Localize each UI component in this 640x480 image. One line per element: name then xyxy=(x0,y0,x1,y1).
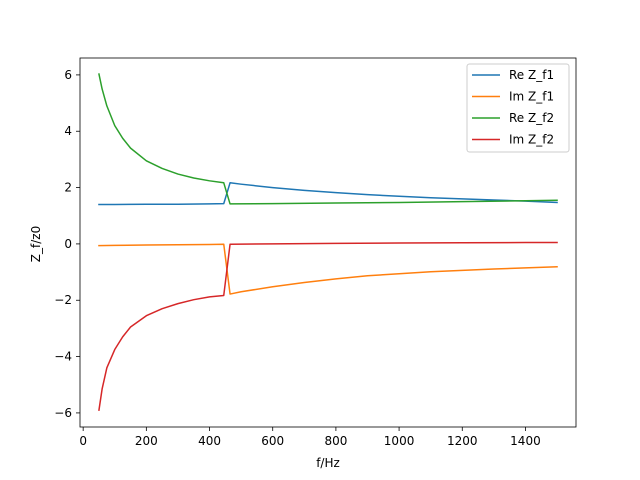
y-tick-label: 4 xyxy=(64,124,72,138)
legend-label: Im Z_f2 xyxy=(509,133,554,147)
plot-area xyxy=(98,73,558,411)
legend-label: Re Z_f1 xyxy=(509,68,554,82)
x-tick-label: 1200 xyxy=(447,434,478,448)
y-tick-label: 2 xyxy=(64,181,72,195)
series-line-4 xyxy=(98,241,558,411)
x-axis-label: f/Hz xyxy=(316,456,340,470)
y-tick-label: −6 xyxy=(54,406,72,420)
y-tick-label: 6 xyxy=(64,68,72,82)
series-line-1 xyxy=(98,182,558,206)
axes: 0 200 400 600 800 1000 1200 1400 −6 −4 −2 0 2 4 6 xyxy=(54,57,577,448)
legend-label: Re Z_f2 xyxy=(509,111,554,125)
x-tick-label: 1000 xyxy=(384,434,415,448)
x-tick-label: 400 xyxy=(198,434,221,448)
legend-box xyxy=(466,63,570,153)
y-tick-label: −2 xyxy=(54,293,72,307)
y-tick-label: 0 xyxy=(64,237,72,251)
x-tick-label: 600 xyxy=(261,434,284,448)
axes-frame xyxy=(79,57,577,428)
legend: Re Z_f1 Im Z_f1 Re Z_f2 Im Z_f2 xyxy=(466,63,570,153)
legend-label: Im Z_f1 xyxy=(509,90,554,104)
x-tick-label: 1400 xyxy=(510,434,541,448)
series-line-3 xyxy=(98,73,558,205)
x-tick-label: 200 xyxy=(135,434,158,448)
x-tick-label: 800 xyxy=(324,434,347,448)
y-axis-label: Z_f/z0 xyxy=(29,226,43,262)
series-line-2 xyxy=(98,243,558,295)
y-tick-label: −4 xyxy=(54,350,72,364)
x-tick-label: 0 xyxy=(79,434,87,448)
